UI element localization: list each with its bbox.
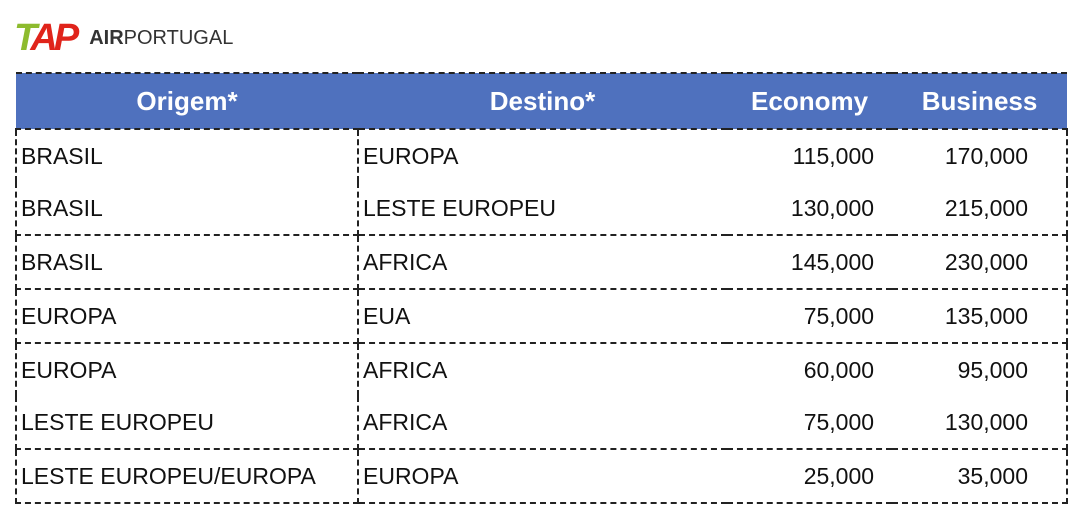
header-cell: Economy <box>727 72 893 130</box>
table-cell: BRASIL <box>15 182 359 236</box>
table-cell: BRASIL <box>15 235 359 290</box>
table-cell: 60,000 <box>803 356 875 383</box>
table-cell: LESTE EUROPEU/EUROPA <box>15 449 359 504</box>
header-cell: Business <box>892 72 1067 130</box>
table-cell: LESTE EUROPEU <box>15 396 359 450</box>
table-cell: 230,000 <box>892 235 1068 290</box>
table-row: EUROPA EUA 75,000 135,000 <box>15 289 1068 344</box>
header-cell: Origem* <box>16 72 358 130</box>
table-cell: 95,000 <box>892 343 1068 396</box>
table-cell: 135,000 <box>892 289 1068 344</box>
table-cell: 115,000 <box>792 142 875 169</box>
table-cell: EUA <box>358 289 727 344</box>
table-cell: EUROPA <box>358 449 727 504</box>
table-row: BRASIL EUROPA 115,000 170,000 <box>15 129 1068 182</box>
table-cell: 215,000 <box>892 182 1068 236</box>
table-cell: 75,000 <box>727 396 893 450</box>
table-cell: EUROPA <box>363 142 459 169</box>
table-cell: AFRICA <box>358 235 727 290</box>
header-row: Origem* Destino* Economy Business <box>16 72 1067 130</box>
table-cell: 130,000 <box>727 182 893 236</box>
table-cell: BRASIL <box>15 129 359 182</box>
table-body: BRASIL EUROPA 115,000 170,000 BRASIL LESTE EU… <box>15 129 1068 504</box>
table-cell: 75,000 <box>727 289 893 344</box>
table-cell: AFRICA <box>363 356 448 383</box>
table-row: BRASIL AFRICA 145,000 230,000 <box>15 235 1068 290</box>
table-row: BRASIL LESTE EUROPEU 130,000 215,000 <box>15 182 1068 236</box>
table-cell: 130,000 <box>892 396 1068 450</box>
table-row: LESTE EUROPEU/EUROPA EUROPA 25,000 35,000 <box>15 449 1068 504</box>
table-cell: 145,000 <box>727 235 893 290</box>
table-row: LESTE EUROPEU AFRICA 75,000 130,000 <box>15 396 1068 450</box>
logo-name: PORTUGAL <box>123 26 234 49</box>
logo-mark: TAP <box>14 16 79 59</box>
table-row: EUROPA AFRICA 60,000 95,000 <box>15 343 1068 396</box>
header-cell: Destino* <box>358 72 727 130</box>
table-cell: EUROPA <box>15 289 359 344</box>
table-cell: 35,000 <box>892 449 1068 504</box>
table-cell: 25,000 <box>727 449 893 504</box>
logo-air: AIR <box>89 26 124 49</box>
table-cell: 170,000 <box>892 129 1068 182</box>
logo: TAP AIR PORTUGAL <box>14 16 233 60</box>
table-cell: AFRICA <box>358 396 727 450</box>
table-cell: LESTE EUROPEU <box>358 182 727 236</box>
table-cell: EUROPA <box>15 343 359 396</box>
fare-table: Origem* Destino* Economy Business BRASIL EUR… <box>15 72 1068 504</box>
